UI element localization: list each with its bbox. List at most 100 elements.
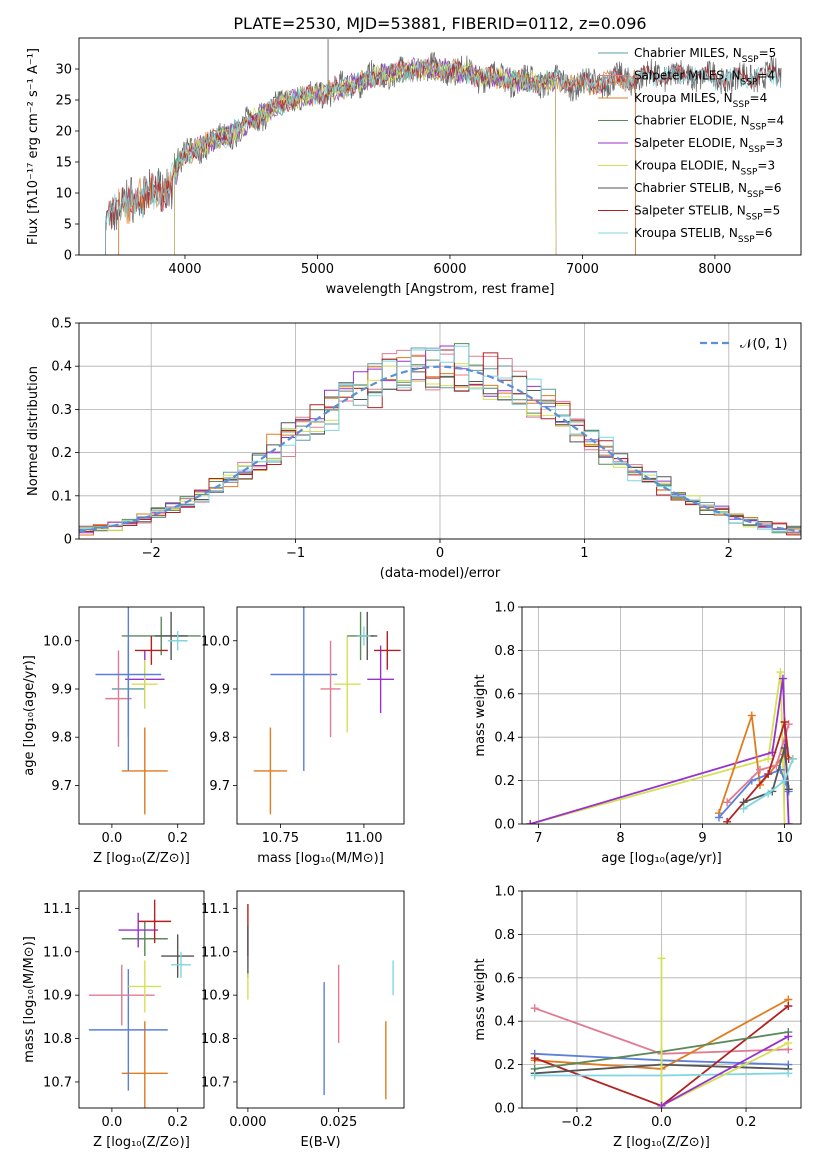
legend-subscript: SSP <box>741 168 758 178</box>
weight-marker <box>714 813 723 822</box>
x-tick-label: 0.2 <box>167 831 188 846</box>
y-axis-label: mass weight <box>473 674 488 756</box>
legend-label: Salpeter ELODIE, NSSP=3 <box>634 136 783 155</box>
x-axis-label: (data-model)/error <box>380 566 501 581</box>
y-tick-label: 10.8 <box>43 1032 72 1047</box>
y-tick-label: 15 <box>55 156 72 171</box>
weight-marker <box>784 1069 793 1078</box>
y-tick-label: 0.2 <box>494 1058 515 1073</box>
plot-area <box>105 39 782 255</box>
legend-subscript: SSP <box>733 100 750 110</box>
weight-marker <box>657 1101 666 1108</box>
weight-marker <box>778 674 787 683</box>
y-axis-label: mass weight <box>473 958 488 1040</box>
spectrum-line <box>105 59 781 255</box>
weight-marker <box>657 954 666 963</box>
weight-marker <box>788 754 797 763</box>
x-tick-label: 10.75 <box>262 831 299 846</box>
plot-area <box>530 954 793 1108</box>
y-tick-label: 11.1 <box>201 902 230 917</box>
plot-area <box>253 607 401 815</box>
x-axis-label: mass [log₁₀(M/M⊙)] <box>257 851 384 866</box>
y-tick-label: 0.4 <box>494 1015 515 1030</box>
weight-marker <box>530 1071 539 1080</box>
legend-label: Kroupa MILES, NSSP=4 <box>634 91 767 110</box>
x-tick-label: 7 <box>534 831 542 846</box>
x-tick-label: 0.0 <box>102 831 123 846</box>
legend-subscript: SSP <box>742 55 759 65</box>
y-tick-label: 10.8 <box>201 1032 230 1047</box>
mass-vs-metallicity-panel: 0.0 0.2 10.7 10.8 10.9 11.0 11.1 Z [log₁₀(Z/Z⊙)… <box>22 890 205 1150</box>
weight-marker <box>764 789 773 798</box>
weight-vs-metallicity-panel: −0.2 0.0 0.2 0.0 0.2 0.4 0.6 0.8 1.0 Z [log₁₀(Z/Z… <box>473 885 802 1150</box>
weight-marker <box>526 820 535 824</box>
legend-label: 𝒩(0, 1) <box>740 337 787 352</box>
y-tick-label: 0.2 <box>494 774 515 789</box>
y-tick-label: 0.5 <box>51 317 72 332</box>
y-tick-label: 10.0 <box>43 634 72 649</box>
weight-marker <box>780 718 789 727</box>
x-axis-label: E(B-V) <box>300 1135 340 1150</box>
y-tick-label: 0 <box>64 533 72 548</box>
y-axis-label: mass [log₁₀(M/M⊙)] <box>22 936 37 1063</box>
legend-subscript: SSP <box>750 123 767 133</box>
weight-line <box>726 721 790 823</box>
y-tick-label: 9.9 <box>51 682 72 697</box>
legend-label: Chabrier STELIB, NSSP=6 <box>634 181 782 200</box>
y-axis-label: Flux [fλ10⁻¹⁷ erg cm⁻² s⁻¹ A⁻¹] <box>26 48 41 245</box>
weight-marker <box>723 817 732 824</box>
residuals-panel: −2 −1 0 1 2 0 0.1 0.2 0.3 0.4 0.5 (data-model)/erro… <box>26 317 802 581</box>
weight-line <box>660 958 789 1108</box>
x-tick-label: −0.2 <box>561 1115 593 1130</box>
figure-title: PLATE=2530, MJD=53881, FIBERID=0112, z=0… <box>233 14 646 33</box>
y-tick-label: 0.4 <box>494 731 515 746</box>
weight-marker <box>784 1002 793 1011</box>
y-tick-label: 0.4 <box>51 360 72 375</box>
weight-marker <box>784 820 793 824</box>
legend-subscript: SSP <box>748 145 765 155</box>
legend-label: Salpeter MILES, NSSP=4 <box>634 69 775 88</box>
y-tick-label: 30 <box>55 63 72 78</box>
weight-marker <box>764 754 773 763</box>
y-tick-label: 9.8 <box>209 731 230 746</box>
y-tick-label: 0.2 <box>51 446 72 461</box>
y-tick-label: 10.9 <box>43 989 72 1004</box>
spectrum-line <box>118 58 636 255</box>
legend-subscript: SSP <box>738 235 755 245</box>
plot-area <box>79 343 801 539</box>
weight-marker <box>764 770 773 779</box>
spectrum-panel: 4000 5000 6000 7000 8000 0 5 10 15 20 25 30 waveleng… <box>26 37 802 297</box>
y-tick-label: 9.7 <box>51 779 72 794</box>
y-tick-label: 10.0 <box>201 634 230 649</box>
x-tick-label: −2 <box>142 546 161 561</box>
weight-line <box>529 678 790 824</box>
weight-marker <box>755 765 764 774</box>
x-tick-label: 1 <box>580 546 588 561</box>
legend-label: Chabrier ELODIE, NSSP=4 <box>634 114 784 133</box>
weight-marker <box>784 1032 793 1041</box>
spectrum-line <box>174 57 557 255</box>
plot-area <box>95 607 201 815</box>
y-tick-label: 10.9 <box>201 989 230 1004</box>
x-tick-label: 4000 <box>168 262 201 277</box>
spectrum-line <box>105 52 782 255</box>
y-tick-label: 11.0 <box>43 945 72 960</box>
x-tick-label: 2 <box>725 546 733 561</box>
y-tick-label: 1.0 <box>494 601 515 616</box>
y-tick-label: 0.8 <box>494 928 515 943</box>
age-vs-mass-panel: 10.75 11.00 9.7 9.8 9.9 10.0 mass [log₁₀(M/M⊙)… <box>201 606 405 866</box>
weight-line <box>726 723 790 803</box>
x-axis-label: Z [log₁₀(Z/Z⊙)] <box>613 1135 710 1150</box>
x-tick-label: −1 <box>286 546 305 561</box>
y-tick-label: 0.0 <box>494 1102 515 1117</box>
x-tick-label: 0.0 <box>102 1115 123 1130</box>
histogram-series <box>79 345 801 539</box>
y-tick-label: 10 <box>55 187 72 202</box>
x-tick-label: 0.2 <box>167 1115 188 1130</box>
x-tick-label: 10 <box>776 831 793 846</box>
x-tick-label: 0.0 <box>651 1115 672 1130</box>
y-tick-label: 10.7 <box>201 1075 230 1090</box>
y-tick-label: 20 <box>55 125 72 140</box>
mass-vs-ebv-panel: 0.000 0.025 10.7 10.8 10.9 11.0 11.1 E(B-V) <box>201 890 405 1150</box>
legend-label: Salpeter STELIB, NSSP=5 <box>634 204 780 223</box>
